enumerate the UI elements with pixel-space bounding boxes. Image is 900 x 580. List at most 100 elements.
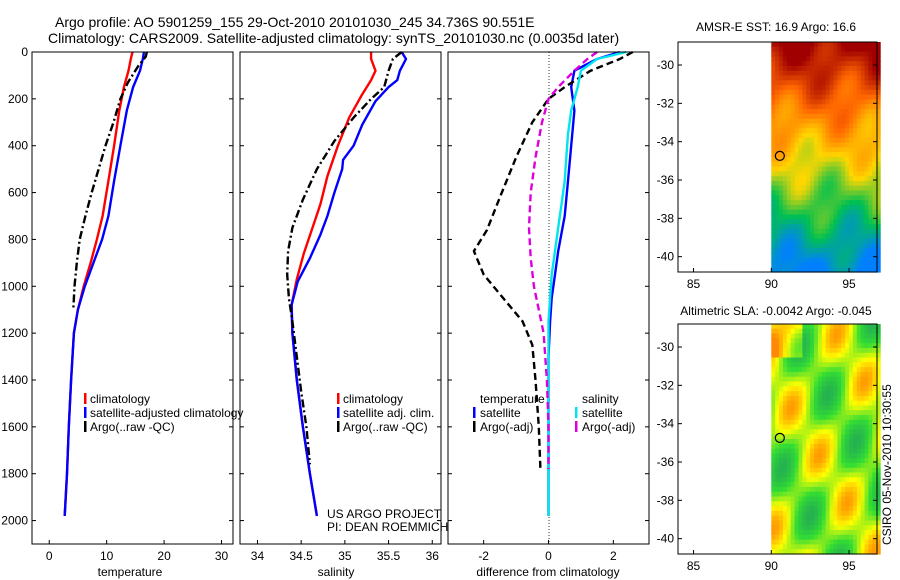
legend-label-sal-satellite: satellite adj. clim. — [343, 406, 434, 420]
sla-map-cell — [821, 376, 827, 383]
sla-map-cell — [782, 343, 788, 349]
sst-map-cell — [821, 200, 827, 206]
sla-map-cell — [786, 534, 792, 541]
sst-map-cell — [872, 70, 877, 77]
sla-map-cell — [860, 328, 866, 335]
sla-map-cell — [833, 448, 838, 454]
sla-map-cell — [849, 491, 854, 498]
sla-map-cell — [798, 328, 803, 335]
sla-map-cell — [794, 400, 800, 407]
sst-map-cell — [821, 113, 827, 120]
sla-map-cell — [821, 448, 827, 454]
sla-map-cell — [782, 534, 788, 541]
sst-map-cell — [806, 133, 811, 139]
sla-map-cell — [876, 348, 881, 354]
sst-map-cell — [837, 99, 842, 105]
sst-map-cell — [845, 123, 850, 129]
sla-map-cell — [833, 371, 838, 378]
sla-map-cell — [814, 419, 819, 426]
sst-map-cell — [864, 118, 870, 125]
sst-map-cell — [771, 209, 776, 216]
sla-map-cell — [806, 381, 811, 387]
sst-map-cell — [779, 200, 784, 206]
sla-map-cell — [837, 486, 842, 493]
sla-map-cell — [782, 544, 788, 550]
sla-map-cell — [810, 343, 815, 349]
sla-map-cell — [782, 525, 788, 531]
sla-map-cell — [852, 510, 858, 517]
sla-map-cell — [779, 549, 784, 555]
sla-map-cell — [782, 510, 788, 517]
sla-map-cell — [817, 333, 823, 339]
sla-map-cell — [817, 352, 823, 359]
sla-map-cell — [833, 415, 838, 421]
sla-map-cell — [849, 472, 854, 478]
sla-map-cell — [845, 439, 850, 445]
sla-map-cell — [814, 381, 819, 387]
sst-map-cell — [771, 248, 776, 254]
sst-map-cell — [829, 257, 835, 263]
sst-map-cell — [841, 123, 846, 129]
sla-map-cell — [817, 429, 823, 435]
sst-map-cell — [775, 133, 780, 139]
sla-map-cell — [798, 352, 803, 359]
sst-map-cell — [860, 228, 866, 235]
sst-map-cell — [814, 89, 819, 96]
sst-map-cell — [786, 233, 792, 240]
sst-map-cell — [829, 133, 835, 139]
sla-map-cell — [876, 453, 881, 459]
sst-map-cell — [825, 42, 831, 48]
sst-map-cell — [806, 267, 811, 273]
sla-map-cell — [786, 328, 792, 335]
sla-map-cell — [868, 395, 873, 402]
sla-map-cell — [790, 453, 796, 459]
sla-map-cell — [802, 391, 807, 397]
sla-map-cell — [806, 448, 811, 454]
sla-map-cell — [864, 381, 870, 387]
sst-map-cell — [817, 195, 823, 201]
sla-map-cell — [775, 362, 780, 368]
sla-map-cell — [841, 515, 846, 522]
sst-map-cell — [837, 171, 842, 177]
sla-map-cell — [790, 328, 796, 335]
sst-map-cell — [817, 248, 823, 254]
sst-map-cell — [794, 118, 800, 125]
sla-map-cell — [810, 482, 815, 488]
legend-label-climatology: climatology — [90, 392, 150, 406]
sla-map-cell — [786, 448, 792, 454]
sst-map-cell — [802, 118, 807, 125]
sst-map-cell — [860, 224, 866, 230]
sla-map-cell — [817, 357, 823, 363]
sst-map-cell — [779, 94, 784, 101]
sla-map-cell — [794, 376, 800, 383]
sst-map-cell — [817, 228, 823, 235]
sla-map-cell — [806, 434, 811, 440]
sla-map-cell — [856, 348, 862, 354]
sla-map-cell — [856, 400, 862, 407]
sst-map-cell — [775, 209, 780, 216]
sla-map-cell — [845, 539, 850, 545]
sst-map-cell — [821, 176, 827, 182]
sst-map-cell — [868, 161, 873, 168]
sst-map-cell — [790, 51, 796, 57]
sla-map-cell — [868, 333, 873, 339]
sst-map-cell — [817, 204, 823, 211]
sla-map-cell — [868, 400, 873, 407]
sst-map-cell — [872, 228, 877, 235]
sst-map-cell — [837, 176, 842, 182]
sst-map-cell — [810, 142, 815, 148]
sst-map-cell — [821, 209, 827, 216]
sst-map-cell — [837, 46, 842, 53]
sst-map-cell — [782, 243, 788, 249]
sst-map-cell — [798, 171, 803, 177]
sst-map-cell — [806, 70, 811, 77]
sst-map-cell — [771, 200, 776, 206]
sla-map-cell — [779, 482, 784, 488]
sst-map-cell — [786, 104, 792, 110]
sla-map-cell — [876, 477, 881, 483]
sst-map-cell — [802, 142, 807, 148]
sst-map-cell — [779, 248, 784, 254]
legend-label-sal-diff-argo: Argo(-adj) — [582, 420, 635, 434]
legend-label-argo: Argo(..raw -QC) — [90, 420, 175, 434]
sst-map-cell — [849, 152, 854, 158]
